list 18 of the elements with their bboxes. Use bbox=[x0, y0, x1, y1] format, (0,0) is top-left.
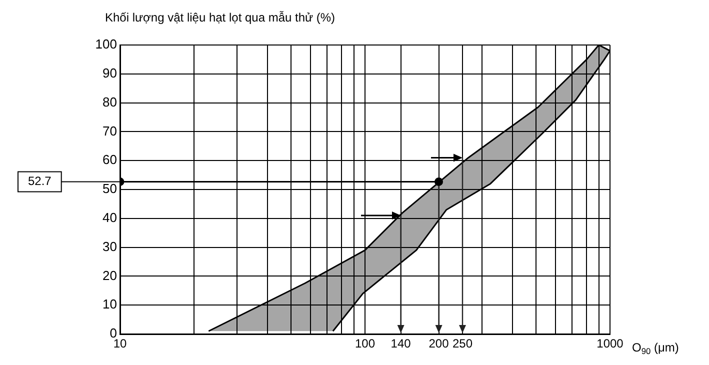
y-tick-label: 40 bbox=[102, 210, 117, 225]
y-axis-title: Khối lượng vật liệu hạt lọt qua mẫu thử (%) bbox=[105, 10, 336, 24]
y-tick-label: 20 bbox=[102, 268, 117, 283]
x-tick-label: 1000 bbox=[596, 336, 624, 351]
text: 52.7 bbox=[28, 174, 52, 188]
y-tick-label: 70 bbox=[102, 123, 117, 138]
y-tick-label: 90 bbox=[102, 65, 117, 80]
y-tick-label: 60 bbox=[102, 152, 117, 168]
y-tick-label: 50 bbox=[102, 181, 117, 196]
y-tick-label: 10 bbox=[102, 296, 117, 312]
x-tick-label: 250 bbox=[452, 336, 473, 351]
x-tick-label: 140 bbox=[390, 336, 412, 351]
x-tick-label: 10 bbox=[113, 336, 127, 351]
x-tick-label: 100 bbox=[354, 336, 376, 351]
x-tick-label: 200 bbox=[428, 336, 450, 351]
y-tick-label: 100 bbox=[95, 36, 117, 52]
y-tick-label: 30 bbox=[102, 238, 117, 254]
y-tick-label: 80 bbox=[102, 94, 117, 110]
